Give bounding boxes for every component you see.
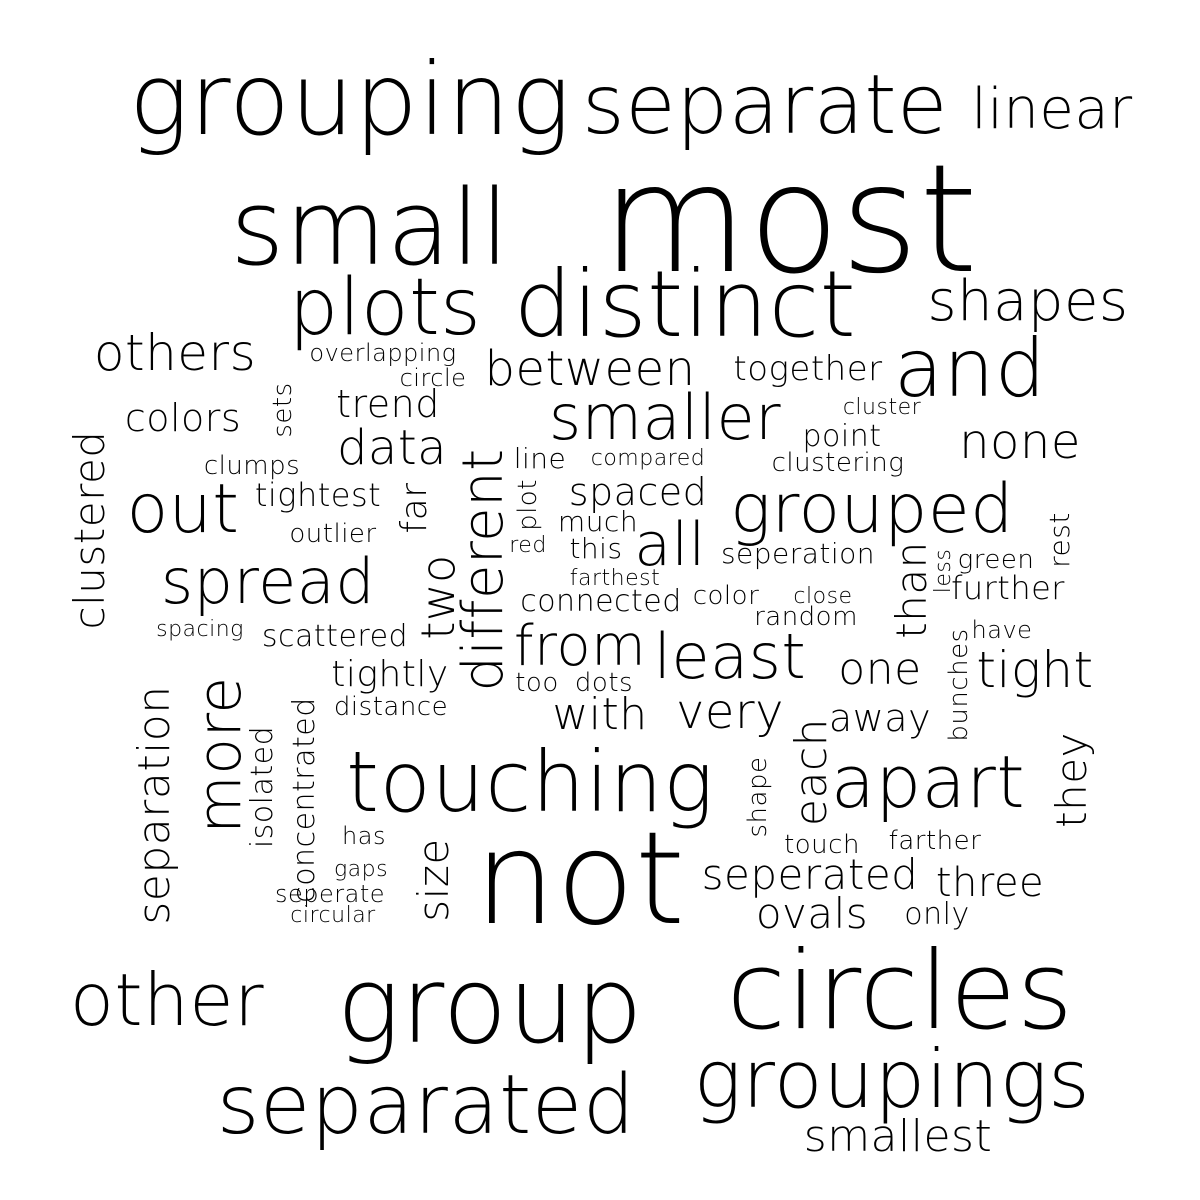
word-small: small xyxy=(230,167,510,289)
word-scattered: scattered xyxy=(261,619,409,654)
word-red: red xyxy=(509,533,547,558)
word-point: point xyxy=(802,419,882,454)
word-seperation: seperation xyxy=(720,537,876,570)
word-spacing: spacing xyxy=(156,617,244,642)
word-tightly: tightly xyxy=(331,654,449,695)
word-apart: apart xyxy=(830,740,1026,824)
word-line: line xyxy=(513,442,567,475)
word-have: have xyxy=(971,616,1033,644)
word-dots: dots xyxy=(574,668,634,698)
word-none: none xyxy=(959,414,1081,470)
word-touching: touching xyxy=(346,733,714,831)
word-has: has xyxy=(342,822,386,850)
word-circles: circles xyxy=(726,929,1074,1054)
word-plot: plot xyxy=(513,479,543,531)
word-others: others xyxy=(93,324,257,382)
word-far: far xyxy=(394,482,435,534)
word-with: with xyxy=(552,689,648,740)
word-clustering: clustering xyxy=(771,448,905,478)
word-from: from xyxy=(513,614,647,679)
word-not: not xyxy=(474,805,686,954)
word-much: much xyxy=(557,505,639,538)
word-bunches: bunches xyxy=(944,628,974,742)
word-green: green xyxy=(957,545,1035,575)
word-most: most xyxy=(601,133,979,307)
word-trend: trend xyxy=(336,382,440,426)
word-separation: separation xyxy=(129,685,180,925)
word-size: size xyxy=(409,838,458,922)
word-other: other xyxy=(69,958,265,1042)
word-together: together xyxy=(733,349,883,389)
word-grouping: grouping xyxy=(128,41,572,158)
word-smallest: smallest xyxy=(803,1111,993,1162)
word-smaller: smaller xyxy=(548,381,782,454)
word-further: further xyxy=(951,569,1065,607)
word-gaps: gaps xyxy=(333,857,389,882)
word-compared: compared xyxy=(590,446,706,471)
word-close: close xyxy=(793,584,853,609)
word-cluster: cluster xyxy=(842,395,922,420)
word-tightest: tightest xyxy=(254,476,382,514)
word-they: they xyxy=(1047,732,1096,828)
word-one: one xyxy=(838,644,922,695)
word-only: only xyxy=(904,897,970,932)
word-colors: colors xyxy=(124,396,242,440)
word-separate: separate xyxy=(581,58,949,153)
word-sets: sets xyxy=(268,382,298,438)
word-clustered: clustered xyxy=(65,430,114,630)
word-ovals: ovals xyxy=(755,889,869,938)
word-data: data xyxy=(336,420,448,476)
word-group: group xyxy=(336,944,644,1067)
word-farthest: farthest xyxy=(569,566,661,591)
word-outlier: outlier xyxy=(289,519,377,549)
word-connected: connected xyxy=(520,584,682,619)
word-spaced: spaced xyxy=(568,470,708,514)
word-concentrated: concentrated xyxy=(287,697,322,903)
word-isolated: isolated xyxy=(245,725,280,849)
word-farther: farther xyxy=(888,826,982,856)
word-than: than xyxy=(887,541,936,639)
word-rest: rest xyxy=(1043,512,1076,568)
word-distance: distance xyxy=(333,692,449,722)
word-spread: spread xyxy=(160,545,376,618)
word-groupings: groupings xyxy=(693,1033,1091,1126)
word-shapes: shapes xyxy=(927,269,1129,334)
word-plots: plots xyxy=(288,263,482,353)
word-three: three xyxy=(935,860,1045,906)
word-circular: circular xyxy=(290,903,376,928)
word-random: random xyxy=(754,602,858,632)
word-grouped: grouped xyxy=(730,470,1014,549)
word-separated: separated xyxy=(216,1058,636,1153)
word-and: and xyxy=(893,322,1047,415)
word-all: all xyxy=(634,510,706,580)
word-clumps: clumps xyxy=(203,451,301,481)
word-each: each xyxy=(786,717,837,827)
word-tight: tight xyxy=(976,641,1094,699)
word-linear: linear xyxy=(971,77,1133,142)
word-seperated: seperated xyxy=(701,850,919,899)
word-away: away xyxy=(828,696,932,740)
word-overlapping: overlapping xyxy=(309,339,457,367)
word-too: too xyxy=(515,668,559,698)
word-distinct: distinct xyxy=(513,251,857,358)
word-circle: circle xyxy=(399,364,467,392)
word-out: out xyxy=(126,470,240,549)
word-seperate: seperate xyxy=(274,880,386,908)
word-least: least xyxy=(653,620,807,693)
word-between: between xyxy=(484,341,696,397)
word-very: very xyxy=(675,684,785,740)
word-color: color xyxy=(692,581,760,611)
word-this: this xyxy=(569,532,623,565)
word-shape: shape xyxy=(743,756,773,838)
word-more: more xyxy=(185,676,255,834)
word-two: two xyxy=(411,554,465,640)
word-touch: touch xyxy=(784,830,860,860)
